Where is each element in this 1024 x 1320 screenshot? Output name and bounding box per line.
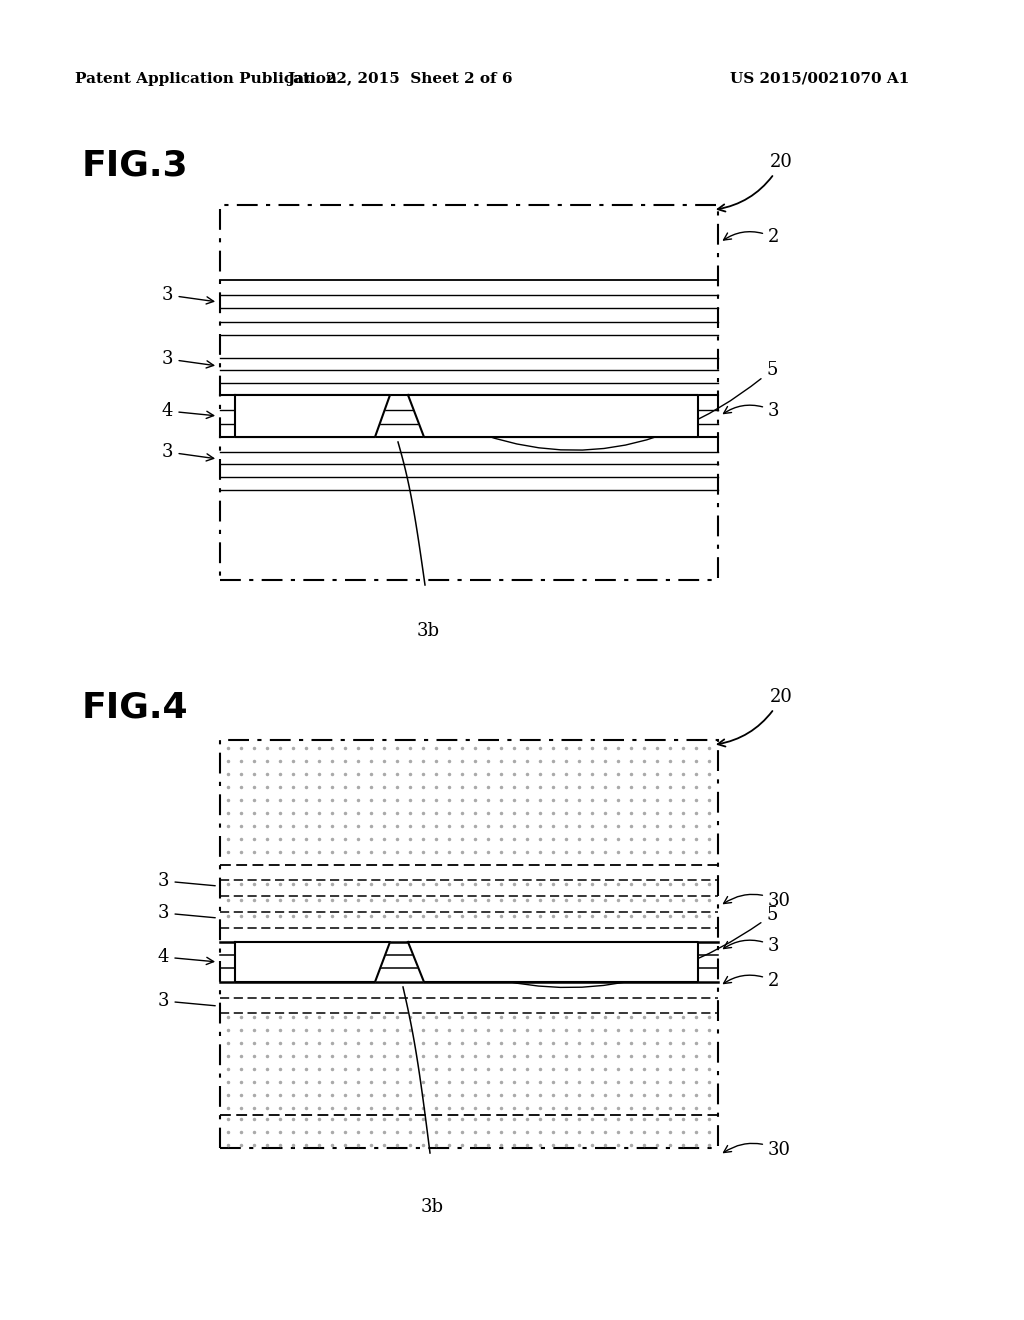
Polygon shape [234,395,390,437]
Text: 3: 3 [162,286,214,304]
Text: FIG.4: FIG.4 [82,690,188,723]
Text: 3b: 3b [417,622,439,640]
Text: 3: 3 [158,873,215,890]
Bar [220,205,718,579]
Text: 20: 20 [718,688,793,747]
Text: 5: 5 [416,360,777,450]
Text: 3: 3 [162,444,214,461]
Text: 3: 3 [724,403,779,420]
Text: 30: 30 [724,892,791,909]
Text: Jan. 22, 2015  Sheet 2 of 6: Jan. 22, 2015 Sheet 2 of 6 [288,73,513,86]
Text: 30: 30 [724,1140,791,1159]
Text: 2: 2 [724,228,779,247]
Text: 5: 5 [416,906,777,987]
Text: 20: 20 [718,153,793,211]
Polygon shape [408,942,698,982]
Text: 3: 3 [158,904,215,921]
Text: 4: 4 [162,403,214,420]
Text: 3: 3 [724,937,779,954]
Text: Patent Application Publication: Patent Application Publication [75,73,337,86]
Bar [220,741,718,1148]
Text: 4: 4 [158,948,214,966]
Text: 3: 3 [162,350,214,368]
Text: 2: 2 [724,972,779,990]
Polygon shape [408,395,698,437]
Polygon shape [234,942,390,982]
Text: FIG.3: FIG.3 [82,148,188,182]
Text: 3: 3 [158,993,215,1010]
Text: US 2015/0021070 A1: US 2015/0021070 A1 [730,73,909,86]
Text: 3b: 3b [421,1199,443,1216]
